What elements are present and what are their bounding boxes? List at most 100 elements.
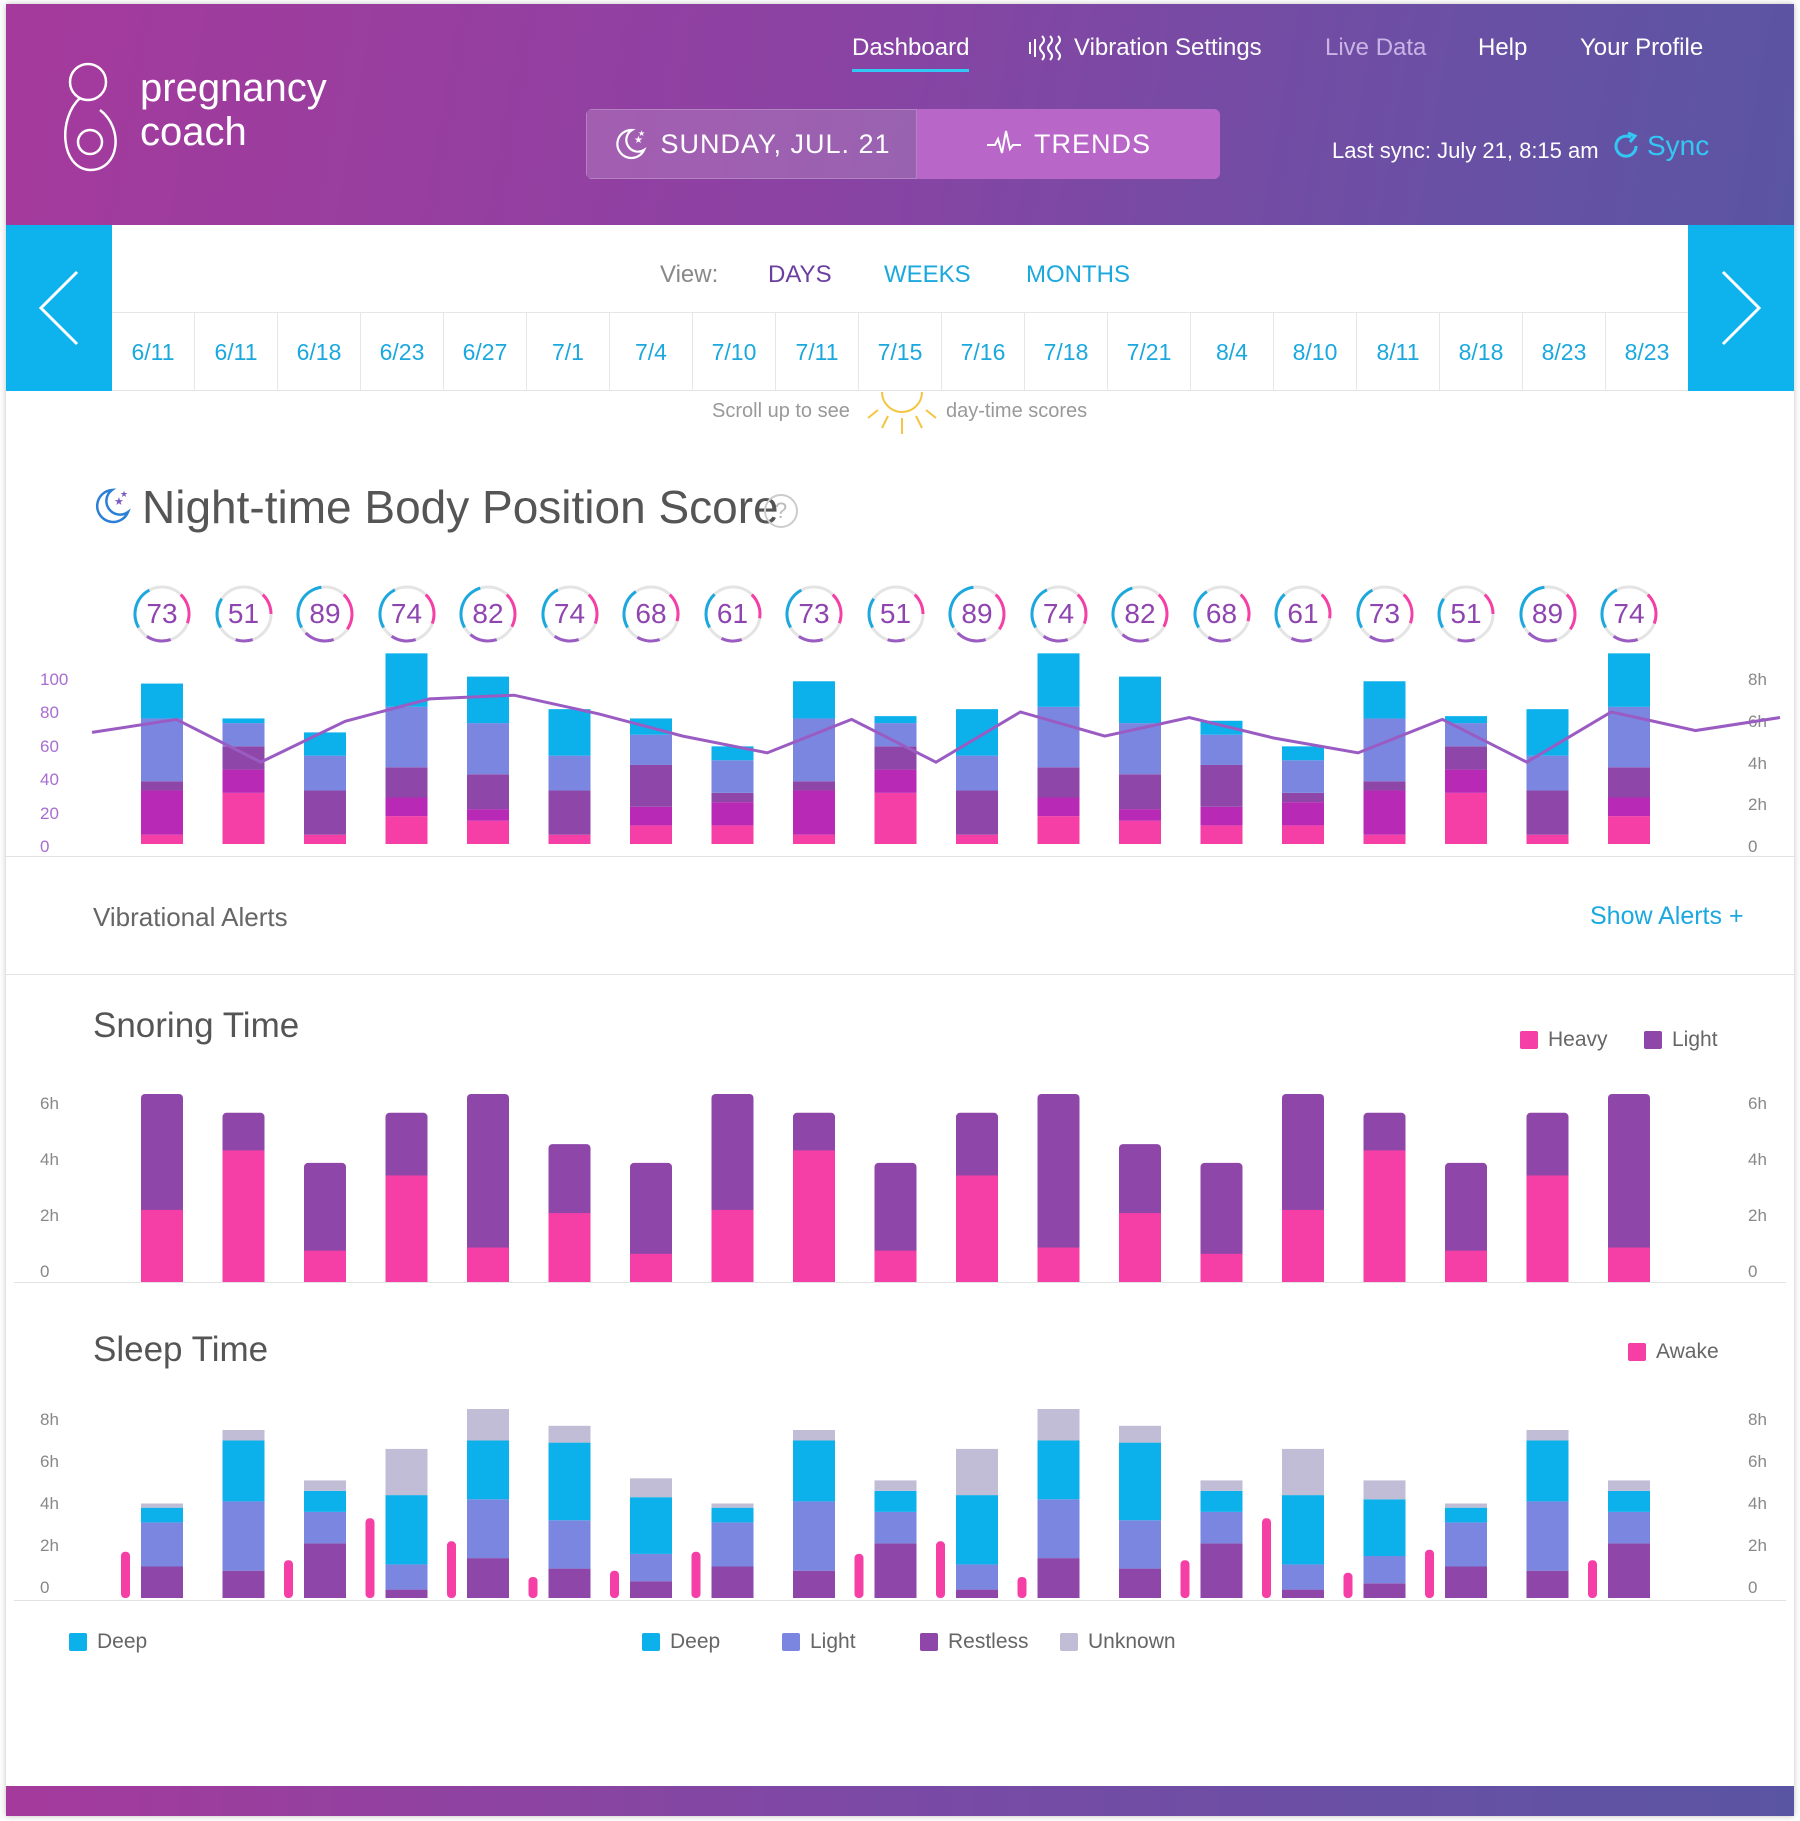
position-bar-awake <box>630 825 672 844</box>
svg-text:★: ★ <box>634 135 644 146</box>
score-ring <box>296 585 354 643</box>
date-item[interactable]: 7/18 <box>1025 313 1108 391</box>
snore-bar-light <box>467 1094 509 1254</box>
score-ring-arc <box>378 585 435 643</box>
date-item[interactable]: 8/11 <box>1357 313 1440 391</box>
axis-tick-label: 2h <box>40 1536 59 1555</box>
position-bar-restless <box>1037 767 1080 798</box>
trends-toggle-button[interactable]: TRENDS <box>917 109 1220 179</box>
nav-vibration-label: Vibration Settings <box>1074 34 1262 61</box>
position-bar-restless-magenta <box>385 797 428 817</box>
legend-deep-alone-label: Deep <box>97 1630 148 1653</box>
date-item[interactable]: 7/15 <box>859 313 942 391</box>
date-item[interactable]: 8/23 <box>1523 313 1606 391</box>
legend-heavy: Heavy <box>1520 1028 1608 1052</box>
position-bar-light <box>1526 755 1569 791</box>
date-item[interactable]: 6/11 <box>195 313 278 391</box>
nav-live-data[interactable]: Live Data <box>1325 34 1427 61</box>
nav-vibration-settings[interactable]: Vibration Settings <box>1026 34 1262 62</box>
score-ring-arc <box>1437 585 1495 643</box>
nav-dashboard[interactable]: Dashboard <box>852 34 970 72</box>
sleep-bar-light <box>222 1501 265 1571</box>
snore-bar-light <box>1119 1144 1161 1220</box>
trends-toggle-label: TRENDS <box>1033 128 1151 159</box>
view-months[interactable]: MONTHS <box>1026 261 1130 288</box>
position-bar-awake <box>1526 834 1569 844</box>
sleep-bar-light <box>956 1564 998 1590</box>
date-item[interactable]: 8/4 <box>1191 313 1274 391</box>
sleep-bar-restless <box>222 1570 265 1598</box>
snore-bar-light <box>1363 1112 1406 1157</box>
score-ring <box>948 585 1006 643</box>
sleep-bar-awake <box>1343 1572 1353 1598</box>
nav-active-underline <box>852 69 970 72</box>
view-weeks[interactable]: WEEKS <box>884 261 971 288</box>
position-bar-awake <box>1363 834 1406 844</box>
date-item[interactable]: 7/1 <box>527 313 610 391</box>
sync-button[interactable]: Sync <box>1611 130 1709 162</box>
score-badge: 82 <box>458 584 518 644</box>
axis-tick-label: 2h <box>1748 795 1767 815</box>
nav-help[interactable]: Help <box>1478 34 1528 61</box>
score-badge: 51 <box>866 584 926 644</box>
sleep-bar-deep <box>711 1507 754 1523</box>
position-bar-deep <box>385 653 428 707</box>
date-item[interactable]: 7/10 <box>693 313 776 391</box>
snore-bar-heavy <box>1119 1213 1161 1282</box>
date-item[interactable]: 8/18 <box>1440 313 1523 391</box>
axis-tick-label: 4h <box>40 1494 59 1513</box>
prev-arrow[interactable] <box>6 225 112 391</box>
date-item[interactable]: 6/18 <box>278 313 361 391</box>
position-bar-light <box>222 723 265 747</box>
sleep-bar-deep <box>1119 1442 1161 1521</box>
snore-bar-light <box>1282 1094 1324 1216</box>
date-item[interactable]: 8/10 <box>1274 313 1357 391</box>
date-toggle-button[interactable]: ★ ★ SUNDAY, JUL. 21 <box>586 109 917 179</box>
date-item[interactable]: 8/23 <box>1624 338 1670 365</box>
sleep-bar-light <box>1200 1511 1243 1544</box>
help-icon[interactable]: ? <box>764 494 798 528</box>
snore-bar-light <box>630 1162 672 1260</box>
score-ring-arc <box>867 585 924 643</box>
axis-tick-label: 8h <box>40 1410 59 1429</box>
position-bar-restless <box>1282 792 1324 803</box>
show-alerts-button[interactable]: Show Alerts + <box>1590 902 1744 930</box>
date-item[interactable]: 7/4 <box>610 313 693 391</box>
position-bar-restless-magenta <box>467 809 509 821</box>
date-item[interactable]: 7/11 <box>776 313 859 391</box>
position-bar-awake <box>1445 792 1487 844</box>
date-item[interactable]: 7/21 <box>1108 313 1191 391</box>
sleep-bar-deep <box>1363 1499 1406 1556</box>
snore-bar-heavy <box>1282 1209 1324 1282</box>
score-badge: 61 <box>1273 584 1333 644</box>
next-arrow[interactable] <box>1688 225 1794 391</box>
sleep-bar-light <box>548 1520 591 1569</box>
date-item[interactable]: 7/16 <box>942 313 1025 391</box>
sleep-bar-deep <box>1037 1440 1080 1500</box>
score-ring <box>541 585 598 643</box>
snore-bar-heavy <box>467 1247 509 1282</box>
chevron-right-icon <box>1721 270 1762 346</box>
sleep-bar-restless <box>1119 1568 1161 1598</box>
score-ring <box>1111 585 1169 643</box>
axis-tick-label: 80 <box>40 703 59 723</box>
sleep-bar-unknown <box>711 1503 754 1508</box>
legend-light-swatch <box>782 1633 800 1651</box>
view-days[interactable]: DAYS <box>768 261 832 288</box>
snore-bar-light <box>956 1112 998 1182</box>
snore-bar-heavy <box>874 1250 917 1282</box>
sleep-bar-awake <box>1180 1560 1190 1598</box>
date-item[interactable]: 6/27 <box>444 313 527 391</box>
position-bar-deep <box>1608 653 1650 707</box>
date-item[interactable]: 6/11 <box>112 313 195 391</box>
position-bar-deep <box>141 683 183 719</box>
sleep-bar-light <box>141 1522 183 1567</box>
nav-your-profile[interactable]: Your Profile <box>1580 34 1704 61</box>
sleep-bar-deep <box>467 1440 509 1500</box>
sleep-bar-deep <box>1200 1490 1243 1512</box>
score-value: 89 <box>961 598 993 629</box>
score-ring-arc <box>296 585 354 643</box>
sleep-bar-deep <box>304 1490 346 1512</box>
date-item[interactable]: 6/23 <box>361 313 444 391</box>
sleep-bar-restless <box>1608 1543 1650 1598</box>
